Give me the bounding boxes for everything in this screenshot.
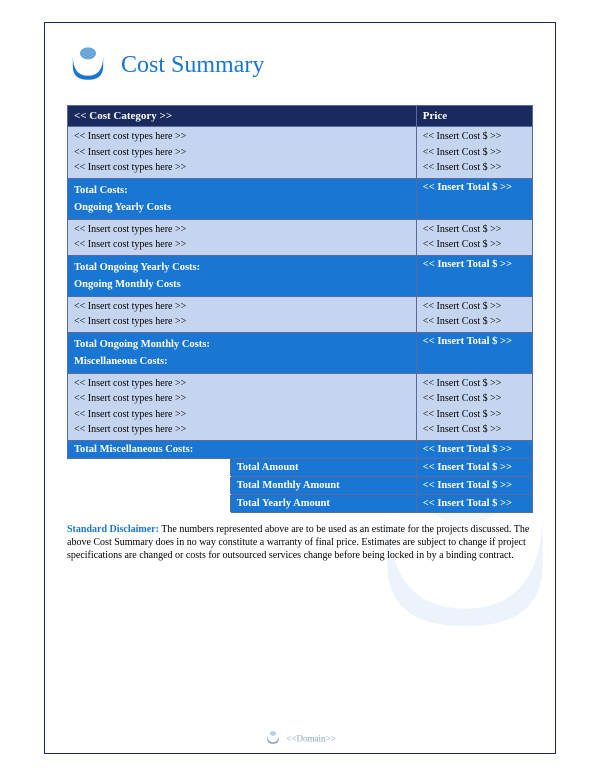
page-title: Cost Summary [121,52,264,79]
cost-types-cell: << Insert cost types here >> << Insert c… [68,296,417,332]
total-amount-value: << Insert Total $ >> [416,458,532,476]
cost-table: << Cost Category >> Price << Insert cost… [67,105,533,513]
cost-price-cell: << Insert Cost $ >> << Insert Cost $ >> … [416,127,532,179]
header: Cost Summary [67,47,533,83]
total-yearly-value: << Insert Total $ >> [416,255,532,296]
ongoing-yearly-heading: Ongoing Yearly Costs [74,199,410,216]
cost-price-cell: << Insert Cost $ >> << Insert Cost $ >> [416,296,532,332]
section-total-row: Total Ongoing Yearly Costs: Ongoing Mont… [68,255,533,296]
summary-row: Total Monthly Amount << Insert Total $ >… [68,476,533,494]
cost-types-cell: << Insert cost types here >> << Insert c… [68,127,417,179]
cost-types-cell: << Insert cost types here >> << Insert c… [68,219,417,255]
summary-row: Total Amount << Insert Total $ >> [68,458,533,476]
disclaimer-title: Standard Disclaimer: [67,524,159,535]
table-header-row: << Cost Category >> Price [68,106,533,127]
section-total-row: Total Miscellaneous Costs: << Insert Tot… [68,440,533,458]
table-row: << Insert cost types here >> << Insert c… [68,373,533,440]
total-yearly-amount-value: << Insert Total $ >> [416,494,532,512]
total-yearly-amount-label: Total Yearly Amount [230,494,416,512]
total-monthly-amount-value: << Insert Total $ >> [416,476,532,494]
table-row: << Insert cost types here >> << Insert c… [68,296,533,332]
section-total-row: Total Costs: Ongoing Yearly Costs << Ins… [68,178,533,219]
logo-icon [67,47,109,83]
total-costs-value: << Insert Total $ >> [416,178,532,219]
table-row: << Insert cost types here >> << Insert c… [68,219,533,255]
total-monthly-amount-label: Total Monthly Amount [230,476,416,494]
header-price: Price [416,106,532,127]
total-misc-value: << Insert Total $ >> [416,440,532,458]
misc-heading: Miscellaneous Costs: [74,353,410,370]
footer-domain: <<Domain>> [286,733,335,743]
total-amount-label: Total Amount [230,458,416,476]
total-costs-label: Total Costs: [74,182,410,199]
ongoing-monthly-heading: Ongoing Monthly Costs [74,276,410,293]
disclaimer: Standard Disclaimer: The numbers represe… [67,523,533,562]
total-yearly-label: Total Ongoing Yearly Costs: [74,259,410,276]
total-monthly-value: << Insert Total $ >> [416,332,532,373]
cost-types-cell: << Insert cost types here >> << Insert c… [68,373,417,440]
total-monthly-label: Total Ongoing Monthly Costs: [74,336,410,353]
summary-row: Total Yearly Amount << Insert Total $ >> [68,494,533,512]
footer-logo-icon [264,731,282,745]
header-category: << Cost Category >> [68,106,417,127]
total-misc-label: Total Miscellaneous Costs: [68,440,417,458]
cost-price-cell: << Insert Cost $ >> << Insert Cost $ >> [416,219,532,255]
page-frame: Cost Summary << Cost Category >> Price <… [44,22,556,754]
table-row: << Insert cost types here >> << Insert c… [68,127,533,179]
section-total-row: Total Ongoing Monthly Costs: Miscellaneo… [68,332,533,373]
cost-price-cell: << Insert Cost $ >> << Insert Cost $ >> … [416,373,532,440]
footer: <<Domain>> [45,729,555,747]
